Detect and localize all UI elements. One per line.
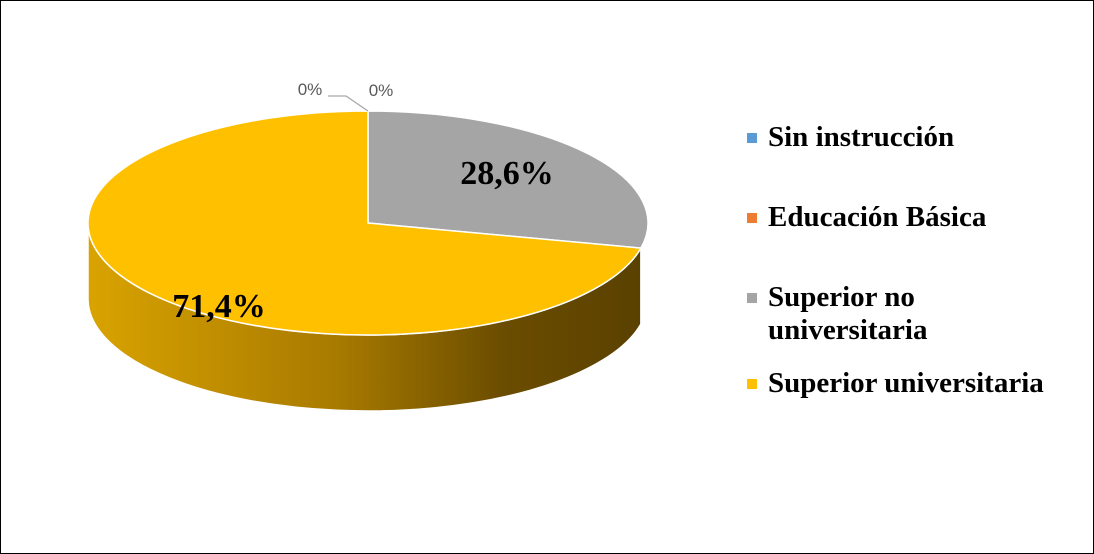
- leader-line: [328, 95, 369, 112]
- data-label-sin-instruccion: 0%: [298, 80, 323, 99]
- legend-item-superior-no-universitaria: Superior no universitaria: [745, 281, 988, 347]
- legend-swatch: [747, 379, 757, 389]
- legend-swatch: [747, 213, 757, 223]
- legend-item-superior-universitaria: Superior universitaria: [745, 367, 1044, 400]
- slice-superior-no-universitaria: [367, 110, 649, 249]
- legend-swatch: [747, 133, 757, 143]
- data-label-superior-universitaria: 71,4%: [172, 288, 266, 325]
- legend-label: Superior no universitaria: [768, 281, 928, 346]
- legend-item-sin-instruccion: Sin instrucción: [745, 121, 954, 154]
- legend-item-educacion-basica: Educación Básica: [745, 201, 986, 234]
- data-label-educacion-basica: 0%: [369, 81, 394, 100]
- legend-label: Superior universitaria: [768, 367, 1044, 399]
- legend-swatch: [747, 293, 757, 303]
- legend-label: Sin instrucción: [768, 121, 955, 153]
- data-label-superior-no-universitaria: 28,6%: [460, 155, 554, 192]
- legend-label: Educación Básica: [768, 201, 987, 233]
- slice-superior-universitaria: [87, 110, 643, 336]
